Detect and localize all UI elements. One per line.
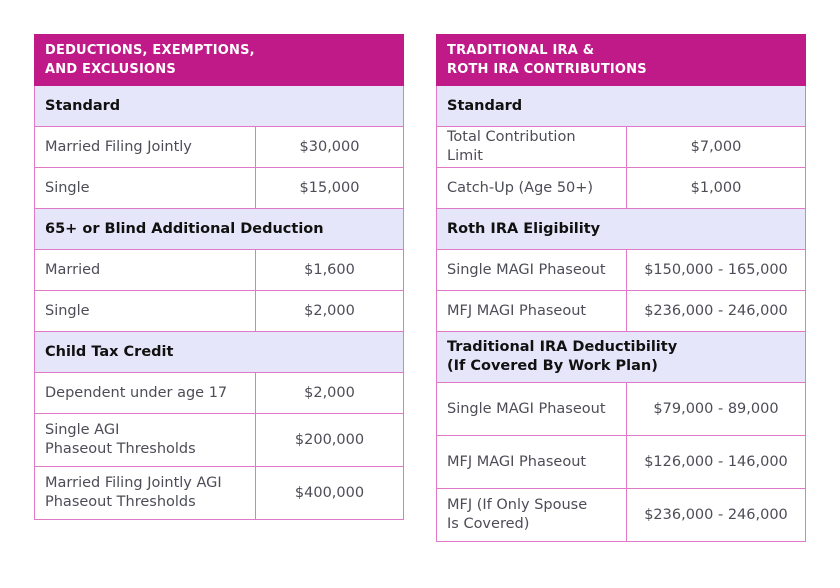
table-row: Dependent under age 17 $2,000: [34, 372, 404, 414]
table-row: MFJ (If Only Spouse Is Covered) $236,000 -…: [436, 488, 806, 542]
section-label: 65+ or Blind Additional Deduction: [34, 208, 404, 250]
row-label: Dependent under age 17: [34, 372, 256, 414]
row-label: MFJ (If Only Spouse Is Covered): [436, 488, 627, 542]
table-row: Single $15,000: [34, 167, 404, 209]
row-value: $1,600: [255, 249, 404, 291]
table-row: Single $2,000: [34, 290, 404, 332]
row-value: $236,000 - 246,000: [626, 488, 806, 542]
row-label: Married Filing Jointly: [34, 126, 256, 168]
section-header-row: Standard: [436, 85, 806, 127]
table-row: MFJ MAGI Phaseout $236,000 - 246,000: [436, 290, 806, 332]
table-row: Single AGI Phaseout Thresholds $200,000: [34, 413, 404, 467]
row-label: MFJ MAGI Phaseout: [436, 435, 627, 489]
section-label: Child Tax Credit: [34, 331, 404, 373]
section-header-row: Traditional IRA Deductibility (If Covered…: [436, 331, 806, 383]
row-value: $200,000: [255, 413, 404, 467]
row-label: MFJ MAGI Phaseout: [436, 290, 627, 332]
section-header-row: Child Tax Credit: [34, 331, 404, 373]
row-label: Single: [34, 290, 256, 332]
section-header-row: 65+ or Blind Additional Deduction: [34, 208, 404, 250]
table-row: Married Filing Jointly AGI Phaseout Thres…: [34, 466, 404, 520]
section-header-row: Roth IRA Eligibility: [436, 208, 806, 250]
section-label: Traditional IRA Deductibility (If Covered…: [436, 331, 806, 383]
row-value: $150,000 - 165,000: [626, 249, 806, 291]
row-value: $1,000: [626, 167, 806, 209]
row-label: Catch-Up (Age 50+): [436, 167, 627, 209]
row-value: $126,000 - 146,000: [626, 435, 806, 489]
table-row: Catch-Up (Age 50+) $1,000: [436, 167, 806, 209]
section-label: Roth IRA Eligibility: [436, 208, 806, 250]
section-label: Standard: [436, 85, 806, 127]
row-value: $79,000 - 89,000: [626, 382, 806, 436]
row-value: $2,000: [255, 372, 404, 414]
row-label: Married: [34, 249, 256, 291]
ira-contributions-table: TRADITIONAL IRA & ROTH IRA CONTRIBUTIONS …: [436, 34, 806, 542]
row-value: $236,000 - 246,000: [626, 290, 806, 332]
row-value: $15,000: [255, 167, 404, 209]
table-title: DEDUCTIONS, EXEMPTIONS, AND EXCLUSIONS: [34, 34, 404, 86]
table-title: TRADITIONAL IRA & ROTH IRA CONTRIBUTIONS: [436, 34, 806, 86]
row-value: $2,000: [255, 290, 404, 332]
table-row: Married Filing Jointly $30,000: [34, 126, 404, 168]
row-value: $30,000: [255, 126, 404, 168]
row-label: Total Contribution Limit: [436, 126, 627, 168]
row-label: Single: [34, 167, 256, 209]
table-row: Total Contribution Limit $7,000: [436, 126, 806, 168]
table-row: Single MAGI Phaseout $150,000 - 165,000: [436, 249, 806, 291]
row-label: Married Filing Jointly AGI Phaseout Thres…: [34, 466, 256, 520]
section-label: Standard: [34, 85, 404, 127]
table-row: Married $1,600: [34, 249, 404, 291]
table-row: MFJ MAGI Phaseout $126,000 - 146,000: [436, 435, 806, 489]
deductions-table: DEDUCTIONS, EXEMPTIONS, AND EXCLUSIONS St…: [34, 34, 404, 520]
section-header-row: Standard: [34, 85, 404, 127]
row-value: $7,000: [626, 126, 806, 168]
row-label: Single MAGI Phaseout: [436, 249, 627, 291]
row-value: $400,000: [255, 466, 404, 520]
row-label: Single MAGI Phaseout: [436, 382, 627, 436]
table-row: Single MAGI Phaseout $79,000 - 89,000: [436, 382, 806, 436]
row-label: Single AGI Phaseout Thresholds: [34, 413, 256, 467]
